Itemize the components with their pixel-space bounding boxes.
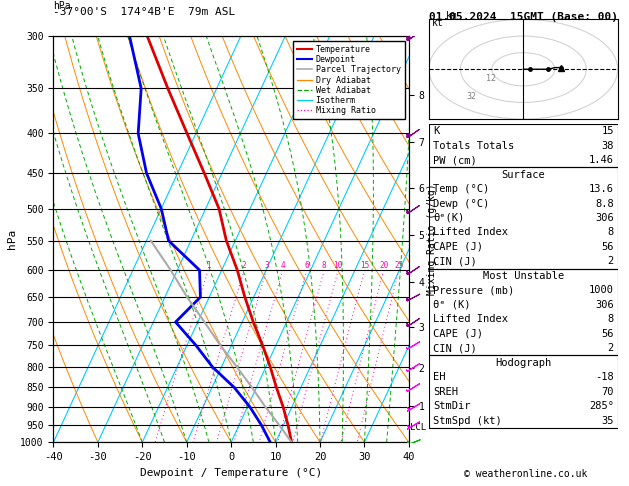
Text: Surface: Surface <box>501 170 545 179</box>
Text: θᵉ (K): θᵉ (K) <box>433 300 470 310</box>
X-axis label: Dewpoint / Temperature (°C): Dewpoint / Temperature (°C) <box>140 468 322 478</box>
Text: 56: 56 <box>601 242 614 252</box>
Text: -37°00'S  174°4B'E  79m ASL: -37°00'S 174°4B'E 79m ASL <box>53 7 236 17</box>
Text: EH: EH <box>433 372 445 382</box>
Text: 32: 32 <box>467 92 477 101</box>
Text: Dewp (°C): Dewp (°C) <box>433 198 489 208</box>
Text: StmDir: StmDir <box>433 401 470 411</box>
Text: PW (cm): PW (cm) <box>433 155 477 165</box>
Text: CAPE (J): CAPE (J) <box>433 242 482 252</box>
Text: CIN (J): CIN (J) <box>433 343 477 353</box>
Y-axis label: hPa: hPa <box>8 229 18 249</box>
Text: 1: 1 <box>206 261 211 270</box>
Text: 10: 10 <box>333 261 343 270</box>
Text: 20: 20 <box>379 261 388 270</box>
Text: LCL: LCL <box>409 423 426 433</box>
Text: SREH: SREH <box>433 387 458 397</box>
Text: 56: 56 <box>601 329 614 339</box>
Text: Temp (°C): Temp (°C) <box>433 184 489 194</box>
Text: 12: 12 <box>486 74 496 83</box>
Text: Hodograph: Hodograph <box>495 358 552 368</box>
Text: CIN (J): CIN (J) <box>433 257 477 266</box>
Text: Lifted Index: Lifted Index <box>433 314 508 324</box>
Text: Lifted Index: Lifted Index <box>433 227 508 238</box>
Text: 25: 25 <box>394 261 403 270</box>
Text: K: K <box>433 126 439 136</box>
Text: θᵉ(K): θᵉ(K) <box>433 213 464 223</box>
Text: 6: 6 <box>304 261 309 270</box>
Text: 2: 2 <box>608 343 614 353</box>
Text: Pressure (mb): Pressure (mb) <box>433 285 514 295</box>
Text: StmSpd (kt): StmSpd (kt) <box>433 416 501 426</box>
Text: 8: 8 <box>322 261 326 270</box>
Text: hPa: hPa <box>53 0 71 11</box>
Text: -18: -18 <box>595 372 614 382</box>
Text: km
ASL: km ASL <box>443 11 460 33</box>
Y-axis label: Mixing Ratio (g/kg): Mixing Ratio (g/kg) <box>427 184 437 295</box>
Text: Most Unstable: Most Unstable <box>482 271 564 281</box>
Text: CAPE (J): CAPE (J) <box>433 329 482 339</box>
Text: 13.6: 13.6 <box>589 184 614 194</box>
Text: 8: 8 <box>608 314 614 324</box>
Text: 35: 35 <box>601 416 614 426</box>
Text: 8: 8 <box>608 227 614 238</box>
Text: 1.46: 1.46 <box>589 155 614 165</box>
Text: 2: 2 <box>608 257 614 266</box>
Text: 01.05.2024  15GMT (Base: 00): 01.05.2024 15GMT (Base: 00) <box>429 12 618 22</box>
Text: © weatheronline.co.uk: © weatheronline.co.uk <box>464 469 587 479</box>
Text: 38: 38 <box>601 140 614 151</box>
Text: 306: 306 <box>595 213 614 223</box>
Text: 1000: 1000 <box>589 285 614 295</box>
Text: 2: 2 <box>242 261 247 270</box>
Text: 15: 15 <box>360 261 369 270</box>
Text: 285°: 285° <box>589 401 614 411</box>
Text: 70: 70 <box>601 387 614 397</box>
Legend: Temperature, Dewpoint, Parcel Trajectory, Dry Adiabat, Wet Adiabat, Isotherm, Mi: Temperature, Dewpoint, Parcel Trajectory… <box>293 41 404 120</box>
Text: 4: 4 <box>281 261 285 270</box>
Text: 3: 3 <box>264 261 269 270</box>
Text: Totals Totals: Totals Totals <box>433 140 514 151</box>
Text: 8.8: 8.8 <box>595 198 614 208</box>
Text: 306: 306 <box>595 300 614 310</box>
Text: 15: 15 <box>601 126 614 136</box>
Text: kt: kt <box>432 18 444 28</box>
